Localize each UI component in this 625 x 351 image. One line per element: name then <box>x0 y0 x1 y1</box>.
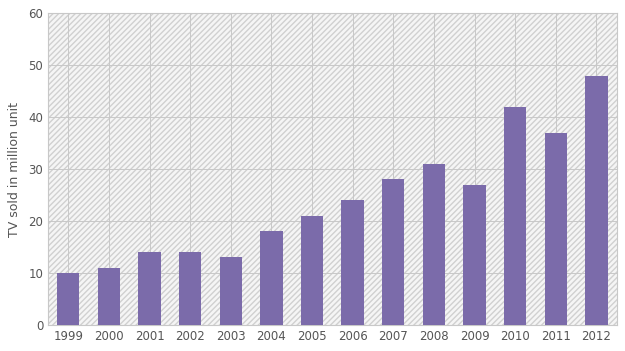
Bar <box>504 107 526 325</box>
Bar <box>179 252 201 325</box>
Bar <box>422 164 445 325</box>
Y-axis label: TV sold in million unit: TV sold in million unit <box>8 101 21 237</box>
Bar <box>138 252 161 325</box>
Bar <box>260 231 282 325</box>
Bar <box>463 185 486 325</box>
Bar <box>98 268 120 325</box>
Bar <box>341 200 364 325</box>
Bar <box>301 216 323 325</box>
Bar <box>219 257 242 325</box>
Bar <box>57 273 79 325</box>
Bar <box>544 133 567 325</box>
Bar <box>585 75 608 325</box>
Bar <box>382 179 404 325</box>
